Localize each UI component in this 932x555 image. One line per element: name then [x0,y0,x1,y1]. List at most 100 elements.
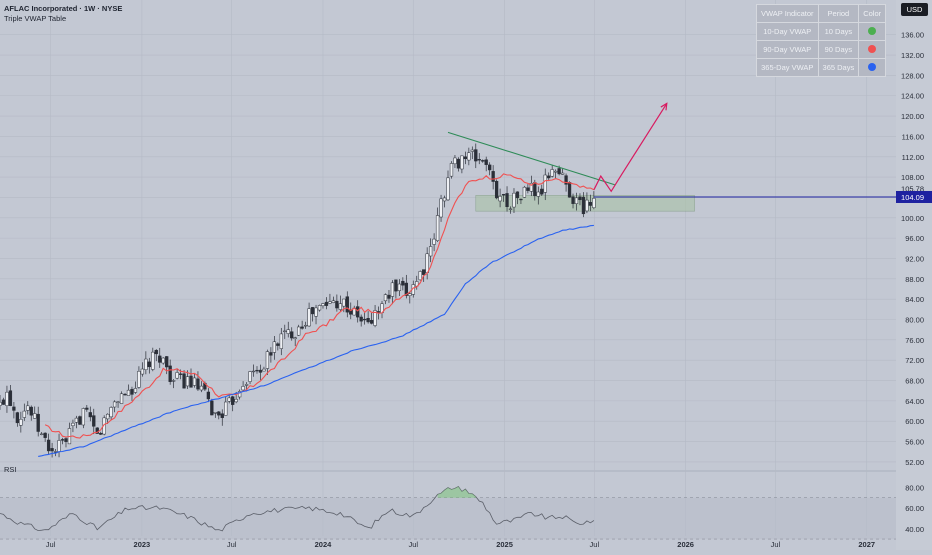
price-label-box [896,190,932,203]
candle-body [501,194,506,196]
vwap-line-10-day-vwap [44,173,595,439]
candle-body [328,301,332,304]
candle-body [488,164,492,171]
candle-body [484,159,488,165]
rsi-tick-label: 80.00 [905,483,924,492]
candle-body [293,337,297,339]
candle-body [449,163,454,177]
candle-body [78,416,82,425]
candle-body [137,371,141,388]
candle-body [112,401,117,408]
candle-body [133,388,138,393]
candle-body [470,149,474,152]
support-zone-box [475,195,695,212]
candle-body [206,391,211,400]
candle-body [387,294,391,299]
candle-body [390,282,395,297]
support-zone [475,195,695,212]
candle-body [85,407,89,410]
vwap-row-period: 10 Days [817,22,860,41]
y-tick-label: 60.00 [905,417,924,426]
candle-body [53,451,58,453]
vwap-row-color [858,40,887,59]
candle-body [81,408,85,426]
vwap-row: 90-Day VWAP 90 Days [756,40,887,59]
candle-body [467,152,471,161]
vwap-row-period: 90 Days [817,40,860,59]
candle-body [373,310,377,326]
candle-body [123,393,127,396]
candle-body [557,168,561,175]
candle-body [481,160,485,162]
candle-body [359,316,363,322]
candle-body [192,377,197,386]
candle-body [349,309,353,315]
candle-body [265,351,270,369]
candle-body [435,215,440,241]
candle-body [519,198,523,201]
candle-body [279,333,283,349]
candle-body [290,331,294,339]
x-tick-label: Jul [227,540,237,549]
x-tick-label: Jul [590,540,600,549]
candle-body [213,412,217,414]
candle-body [356,306,360,318]
candle-body [144,358,148,370]
candle-body [321,303,325,307]
candle-body [189,375,193,388]
candle-body [224,401,228,416]
candle-body [494,180,499,199]
candle-body [533,182,537,197]
candle-body [154,349,158,355]
candle-body [338,303,342,310]
y-tick-label: 80.00 [905,316,924,325]
candle-body [317,305,322,311]
candle-body [453,157,457,165]
candle-body [550,169,554,177]
candle-body [109,407,113,418]
candle-body [258,369,263,373]
candle-body [19,418,23,426]
currency-badge[interactable]: USD [901,3,928,16]
candle-body [151,351,155,370]
y-tick-label: 116.00 [902,132,924,141]
candle-body [363,318,367,321]
price-label: 105.78 [901,184,924,193]
candle-body [231,396,235,405]
candles [0,143,596,458]
y-tick-label: 72.00 [905,356,924,365]
y-tick-label: 100.00 [901,214,924,223]
candle-body [508,208,513,210]
candle-body [140,368,145,375]
x-tick-label: 2024 [315,540,333,549]
candle-body [227,397,231,402]
candle-body [64,438,68,442]
rsi-pane [0,485,896,540]
trendline [447,131,615,186]
candle-body [335,300,339,309]
indicator-title: Triple VWAP Table [4,14,67,23]
candle-body [171,380,176,382]
candle-body [237,391,242,398]
candle-body [307,308,311,327]
candle-body [456,158,461,169]
candle-body [574,197,579,204]
vwap-line-365-day-vwap [38,224,594,457]
candle-body [99,432,103,435]
candle-body [262,368,266,372]
x-tick-label: 2027 [858,540,875,549]
price-label: 104.09 [901,193,924,202]
x-tick-label: 2025 [496,540,513,549]
candle-body [522,186,527,198]
candle-body [185,376,190,387]
y-tick-label: 132.00 [901,51,924,60]
rsi-label: RSI [4,465,17,474]
candle-body [210,400,214,416]
drawings [447,102,896,198]
candle-body [286,329,290,334]
vwap-row-name: 365-Day VWAP [756,58,819,77]
candle-body [234,398,238,403]
